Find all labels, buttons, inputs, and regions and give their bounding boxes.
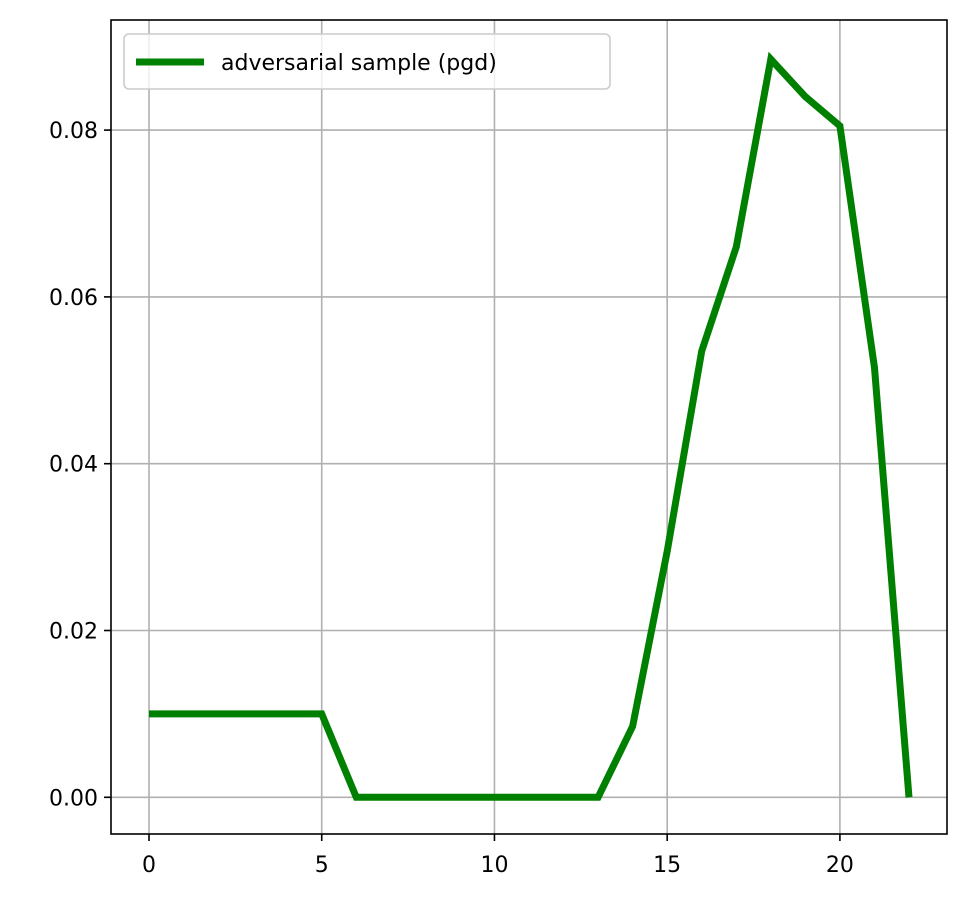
x-tick-label: 5 (315, 853, 329, 878)
x-tick-label: 0 (142, 853, 156, 878)
legend-label: adversarial sample (pgd) (221, 51, 497, 76)
y-tick-label: 0.02 (49, 620, 98, 645)
legend: adversarial sample (pgd) (123, 33, 611, 90)
y-tick-label: 0.08 (49, 119, 98, 144)
axis-ticks: 0 5 10 15 20 0.00 0.02 0.04 0.06 0.08 (49, 119, 854, 878)
x-tick-label: 15 (653, 853, 681, 878)
series-lines (149, 51, 913, 801)
y-tick-label: 0.06 (49, 286, 98, 311)
legend-box (123, 33, 611, 90)
x-tick-label: 20 (826, 853, 854, 878)
y-tick-label: 0.04 (49, 453, 98, 478)
series-line (149, 51, 913, 801)
x-tick-label: 10 (480, 853, 508, 878)
axes-frame (110, 19, 948, 835)
y-tick-label: 0.00 (49, 786, 98, 811)
